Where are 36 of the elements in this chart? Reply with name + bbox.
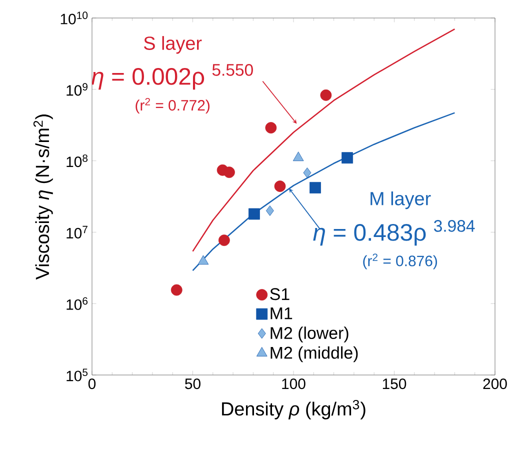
legend-label: M2 (lower) bbox=[270, 326, 348, 342]
annotation: (r$^{2}$ = 0.772) bbox=[136, 98, 210, 114]
x-axis-title: Density ρ (kg/m$^{3}$) bbox=[222, 400, 366, 420]
point bbox=[265, 122, 277, 134]
annotation: η = 0.483ρ $^{3.984}$ bbox=[313, 220, 475, 246]
annotation: (r$^{2}$ = 0.876) bbox=[363, 254, 437, 270]
legend-label: M2 (middle) bbox=[270, 346, 358, 362]
point bbox=[320, 89, 332, 101]
point bbox=[266, 206, 274, 216]
point bbox=[198, 255, 209, 265]
point bbox=[310, 182, 321, 194]
annotation: η = 0.002ρ $^{5.550}$ bbox=[92, 64, 253, 90]
x-tick-label: 0 bbox=[88, 378, 96, 390]
x-tick-label: 200 bbox=[483, 378, 507, 390]
x-tick-label: 150 bbox=[382, 378, 406, 390]
y-tick-label: 10$^{9}$ bbox=[66, 83, 88, 96]
point bbox=[224, 166, 235, 178]
point bbox=[248, 208, 260, 220]
x-tick-label: 100 bbox=[282, 378, 306, 390]
x-tick-label: 50 bbox=[185, 378, 200, 390]
y-tick-label: 10$^{10}$ bbox=[60, 12, 88, 24]
y-tick-label: 10$^{7}$ bbox=[66, 226, 88, 238]
legend-label: M1 bbox=[270, 307, 292, 320]
annotation: M layer bbox=[370, 191, 431, 210]
point bbox=[292, 152, 304, 162]
y-tick-label: 10$^{5}$ bbox=[66, 368, 88, 382]
y-tick-label: 10$^{8}$ bbox=[66, 154, 88, 168]
point bbox=[303, 168, 312, 178]
y-tick-label: 10$^{6}$ bbox=[66, 297, 88, 310]
legend-label: S1 bbox=[270, 288, 290, 300]
annotation: S layer bbox=[144, 36, 202, 54]
point bbox=[170, 284, 182, 296]
y-axis-title: Viscosity η (N·s/m$^{2}$) bbox=[33, 114, 53, 280]
point bbox=[218, 234, 230, 246]
point bbox=[342, 152, 353, 164]
point bbox=[274, 180, 286, 192]
